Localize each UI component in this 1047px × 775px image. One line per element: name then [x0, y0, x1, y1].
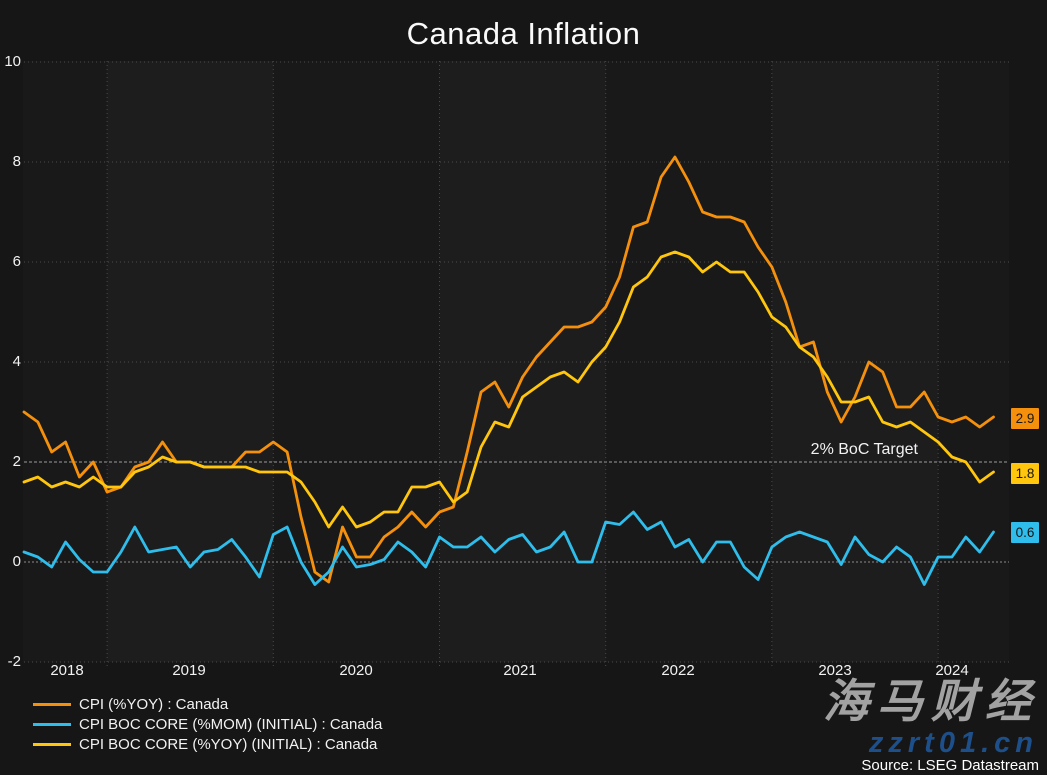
- x-tick-2022: 2022: [661, 662, 695, 679]
- end-label-cpi-yoy: 2.9: [1011, 408, 1039, 429]
- end-label-core-mom: 0.6: [1011, 522, 1039, 543]
- y-tick-6: 6: [12, 253, 21, 270]
- y-tick-10: 10: [4, 53, 21, 70]
- series-core-mom: [22, 510, 995, 586]
- year-band: [771, 61, 939, 662]
- x-tick-2020: 2020: [339, 662, 373, 679]
- y-tick-8: 8: [12, 153, 21, 170]
- legend-swatch-core-yoy: [33, 742, 71, 746]
- legend: CPI (%YOY) : Canada CPI BOC CORE (%MOM) …: [33, 694, 382, 754]
- legend-label-cpi-yoy: CPI (%YOY) : Canada: [79, 695, 229, 713]
- y-tick-2: 2: [12, 453, 21, 470]
- legend-item-core-yoy: CPI BOC CORE (%YOY) (INITIAL) : Canada: [33, 734, 382, 754]
- x-tick-2019: 2019: [172, 662, 206, 679]
- y-tick-0: 0: [12, 553, 21, 570]
- legend-swatch-core-mom: [33, 722, 71, 726]
- x-tick-2023: 2023: [818, 662, 852, 679]
- watermark-cjk: 海马财经: [823, 675, 1039, 727]
- legend-item-core-mom: CPI BOC CORE (%MOM) (INITIAL) : Canada: [33, 714, 382, 734]
- boc-target-label: 2% BoC Target: [810, 441, 918, 458]
- series-core-yoy: [22, 250, 995, 529]
- legend-item-cpi-yoy: CPI (%YOY) : Canada: [33, 694, 382, 714]
- legend-swatch-cpi-yoy: [33, 702, 71, 706]
- x-tick-2018: 2018: [50, 662, 84, 679]
- x-tick-2024: 2024: [935, 662, 969, 679]
- end-label-core-yoy: 1.8: [1011, 463, 1039, 484]
- legend-label-core-yoy: CPI BOC CORE (%YOY) (INITIAL) : Canada: [79, 735, 378, 753]
- legend-label-core-mom: CPI BOC CORE (%MOM) (INITIAL) : Canada: [79, 715, 383, 733]
- y-tick-4: 4: [12, 353, 21, 370]
- source-credit: Source: LSEG Datastream: [861, 757, 1039, 774]
- y-tick-neg2: -2: [7, 653, 21, 670]
- x-tick-2021: 2021: [503, 662, 537, 679]
- chart-title: Canada Inflation: [406, 16, 641, 51]
- watermark-url: zzrt01.cn: [868, 727, 1038, 759]
